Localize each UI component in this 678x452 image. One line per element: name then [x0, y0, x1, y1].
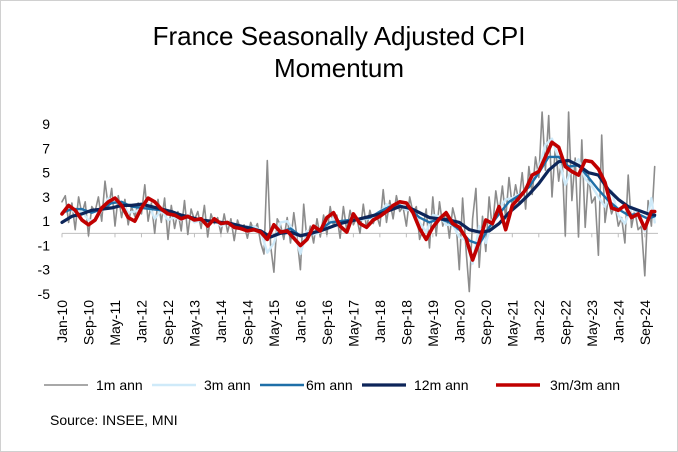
y-tick-label: -3 — [38, 262, 51, 278]
y-axis: -5 -3 -1 1 3 5 7 9 — [38, 116, 51, 302]
legend-label: 3m ann — [204, 377, 251, 393]
x-axis: Jan-10 Sep-10 May-11 Jan-12 Sep-12 May-13 Jan-… — [54, 232, 658, 347]
y-tick-label: -1 — [38, 237, 51, 253]
x-tick-label: Jan-12 — [133, 300, 149, 343]
x-tick-label: May-23 — [584, 300, 600, 347]
x-tick-label: May-13 — [186, 300, 202, 347]
legend: 1m ann 3m ann 6m ann 12m ann 3m/3m ann — [44, 377, 620, 393]
x-tick-label: Sep-24 — [637, 300, 653, 345]
x-tick-label: May-11 — [107, 300, 123, 346]
y-tick-label: 9 — [42, 116, 50, 132]
y-tick-label: 1 — [42, 213, 50, 229]
x-tick-label: Sep-14 — [239, 300, 255, 345]
x-tick-label: May-15 — [266, 300, 282, 347]
x-tick-label: Jan-18 — [372, 300, 388, 343]
source-note: Source: INSEE, MNI — [50, 412, 178, 428]
x-tick-label: May-19 — [425, 300, 441, 347]
x-tick-label: Sep-10 — [80, 300, 96, 345]
y-tick-label: 7 — [42, 140, 50, 156]
x-tick-label: May-17 — [345, 300, 361, 347]
x-tick-label: Sep-20 — [478, 300, 494, 345]
x-tick-label: Jan-14 — [213, 300, 229, 343]
x-tick-label: Jan-22 — [531, 300, 547, 343]
x-tick-label: Jan-20 — [451, 300, 467, 343]
x-tick-label: Jan-24 — [610, 300, 626, 343]
x-tick-label: Jan-16 — [292, 300, 308, 343]
x-tick-label: Jan-10 — [54, 300, 70, 343]
chart-title-line1: France Seasonally Adjusted CPI — [152, 21, 526, 51]
series-line — [61, 111, 656, 293]
x-tick-label: Sep-22 — [557, 300, 573, 345]
legend-label: 1m ann — [96, 377, 143, 393]
x-tick-label: May-21 — [504, 300, 520, 347]
legend-label: 12m ann — [414, 377, 468, 393]
x-tick-label: Sep-16 — [319, 300, 335, 345]
legend-label: 3m/3m ann — [550, 377, 620, 393]
chart-title-line2: Momentum — [273, 53, 405, 83]
series-line — [60, 140, 657, 262]
x-tick-label: Sep-18 — [398, 300, 414, 345]
x-tick-label: Sep-12 — [160, 300, 176, 345]
y-tick-label: 5 — [42, 165, 50, 181]
legend-label: 6m ann — [306, 377, 353, 393]
chart-title: France Seasonally Adjusted CPI Momentum — [0, 20, 678, 84]
y-tick-label: 3 — [42, 189, 50, 205]
y-tick-label: -5 — [38, 286, 51, 302]
series-layer — [60, 111, 657, 293]
